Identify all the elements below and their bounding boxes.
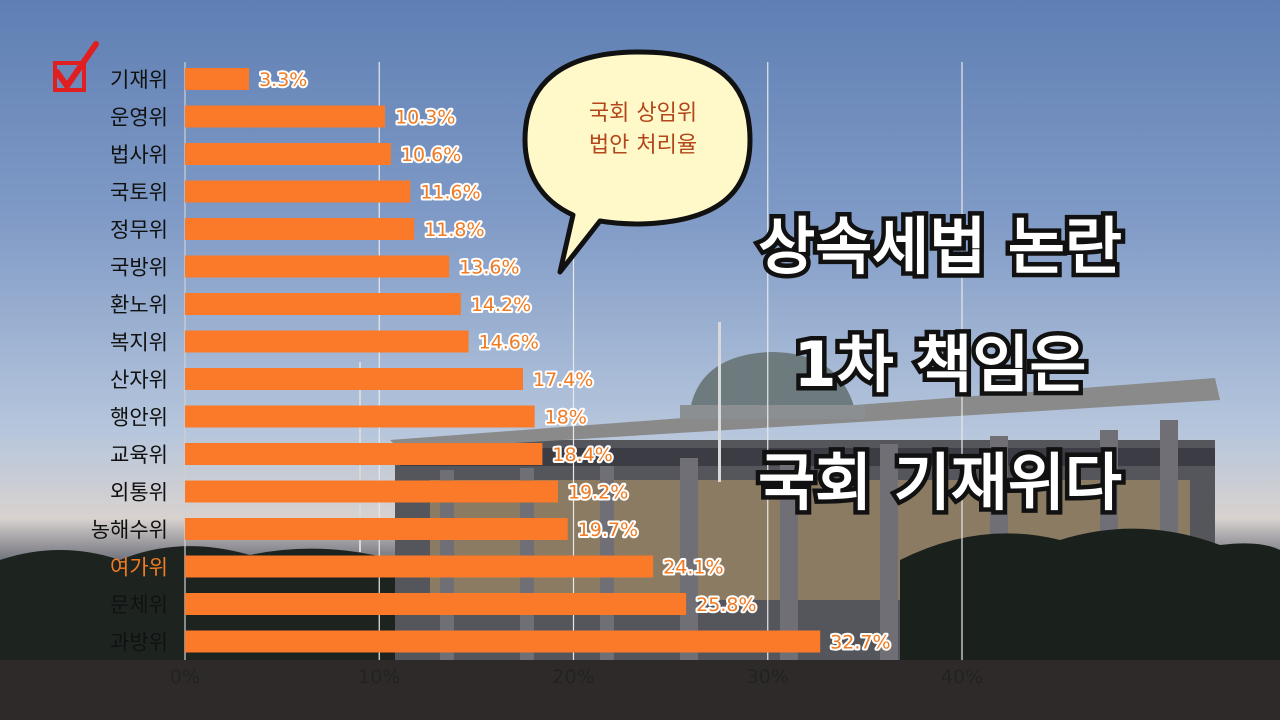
category-label: 국토위 [110,181,168,205]
bar [185,518,568,540]
value-label: 18% [545,407,587,429]
x-tick-label: 20% [552,666,594,688]
bar [185,105,386,128]
value-labels: 3.3% 10.3% 10.6% 11.6% 11.8% 13.6% 14.2% 14.6% 1… [257,67,892,656]
bars [185,68,821,653]
value-label: 19.7% [578,519,638,541]
x-tick-label: 0% [170,666,200,688]
bar [185,593,687,615]
speech-bubble-text: 국회 상임위 법안 처리율 [548,98,738,162]
bar [185,218,415,240]
category-label: 농해수위 [91,518,168,542]
bar [185,368,523,390]
value-label: 10.6% [401,144,461,166]
value-label: 11.6% [420,182,480,204]
bar [185,255,450,278]
bar [185,443,543,465]
speech-bubble [522,49,753,275]
x-tick-label: 40% [941,666,983,688]
value-label: 32.7% [830,632,890,654]
value-label: 19.2% [568,482,628,504]
value-label: 14.6% [479,332,539,354]
category-label: 법사위 [110,143,168,167]
bubble-line-2: 법안 처리율 [588,133,698,158]
bar [185,143,391,165]
bar [185,68,250,90]
headline-line-3: 국회 기재위다 [754,442,1127,524]
bar [185,480,558,503]
bar [185,293,461,315]
red-checkmark-icon [53,41,99,92]
value-label: 10.3% [395,107,455,129]
category-label: 국방위 [110,256,168,280]
category-label: 복지위 [110,331,168,355]
category-label: 문체위 [110,593,168,617]
category-label: 교육위 [110,443,168,467]
x-tick-label: 10% [358,666,400,688]
category-label: 운영위 [110,106,168,130]
value-label: 18.4% [552,444,612,466]
category-label: 기재위 [110,68,168,92]
headline-line-1: 상속세법 논란 [754,206,1127,288]
bar [185,330,469,353]
bar [185,630,821,653]
category-label: 과방위 [110,631,168,655]
category-label: 행안위 [110,406,168,430]
bar [185,555,654,578]
category-label: 정무위 [110,218,168,242]
value-label: 13.6% [459,257,519,279]
value-label: 14.2% [471,294,531,316]
value-label: 24.1% [663,557,723,579]
category-label: 환노위 [110,293,168,317]
category-label: 산자위 [110,368,168,392]
value-label: 17.4% [533,369,593,391]
headline: 상속세법 논란 1차 책임은 국회 기재위다 [640,188,1240,542]
x-tick-label: 30% [747,666,789,688]
category-label: 여가위 [110,556,168,580]
category-label: 외통위 [110,481,168,505]
value-label: 25.8% [696,594,756,616]
x-axis-ticks: 0% 10% 20% 30% 40% [170,666,983,688]
headline-line-2: 1차 책임은 [789,324,1091,406]
bar [185,180,411,203]
value-label: 11.8% [424,219,484,241]
bubble-line-1: 국회 상임위 [588,101,698,126]
category-labels: 기재위운영위법사위국토위정무위국방위환노위복지위산자위행안위교육위외통위농해수위… [91,68,168,655]
bar [185,405,535,428]
value-label: 3.3% [259,69,307,91]
